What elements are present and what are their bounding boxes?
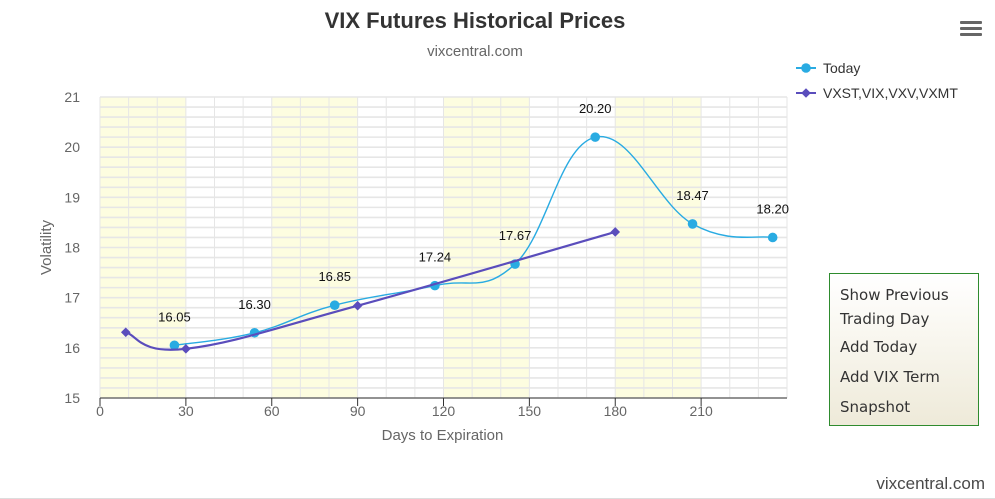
- legend-marker-0: [801, 63, 811, 73]
- y-axis-title: Volatility: [38, 219, 55, 275]
- series-1-point-2: [352, 300, 363, 311]
- series-1-point-0: [120, 327, 131, 338]
- series-0-point-6: [687, 219, 698, 229]
- y-tick-label: 18: [64, 240, 80, 256]
- x-tick-label: 30: [178, 403, 194, 419]
- show-previous-trading-day-button[interactable]: Show Previous Trading Day: [840, 286, 949, 328]
- x-tick-label: 210: [689, 403, 713, 419]
- y-tick-label: 16: [64, 340, 80, 356]
- x-tick-label: 180: [604, 403, 628, 419]
- hamburger-menu-icon[interactable]: [958, 18, 984, 40]
- y-tick-label: 19: [64, 189, 80, 205]
- data-label: 18.47: [676, 188, 709, 203]
- series-0-point-7: [767, 232, 778, 243]
- chart-title: VIX Futures Historical Prices: [325, 8, 626, 33]
- add-today-button[interactable]: Add Today: [840, 338, 918, 356]
- data-label: 16.85: [318, 269, 351, 284]
- series-1-point-1: [181, 344, 191, 354]
- data-label: 16.30: [238, 297, 271, 312]
- x-tick-label: 90: [350, 403, 366, 419]
- data-label: 17.24: [419, 250, 452, 265]
- x-tick-label: 150: [518, 403, 542, 419]
- series-1-point-3: [610, 227, 621, 237]
- series-0-point-0: [169, 340, 180, 351]
- data-label: 16.05: [158, 309, 191, 324]
- y-tick-label: 21: [64, 89, 80, 105]
- y-tick-label: 17: [64, 290, 80, 306]
- x-tick-label: 120: [432, 403, 456, 419]
- snapshot-button[interactable]: Snapshot: [840, 398, 911, 416]
- x-axis-title: Days to Expiration: [382, 427, 504, 444]
- series-line-0: [174, 135, 773, 347]
- chart-subtitle: vixcentral.com: [427, 43, 523, 60]
- watermark: vixcentral.com: [876, 474, 985, 493]
- series-0-point-2: [329, 300, 340, 310]
- series-0-point-5: [590, 132, 601, 142]
- data-label: 20.20: [579, 101, 612, 116]
- x-tick-label: 60: [264, 403, 280, 419]
- x-tick-label: 0: [96, 403, 104, 419]
- data-label: 18.20: [756, 201, 789, 216]
- legend-label-1: VXST,VIX,VXV,VXMT: [823, 85, 958, 101]
- legend-marker-1: [801, 88, 811, 98]
- context-menu-panel: Show Previous Trading Day Add Today Add …: [829, 273, 979, 426]
- add-vix-term-button[interactable]: Add VIX Term: [840, 368, 940, 386]
- y-tick-label: 20: [64, 139, 80, 155]
- y-tick-label: 15: [64, 390, 80, 406]
- data-label: 17.67: [499, 228, 532, 243]
- series-line-1: [125, 230, 616, 351]
- legend-label-0: Today: [823, 60, 860, 76]
